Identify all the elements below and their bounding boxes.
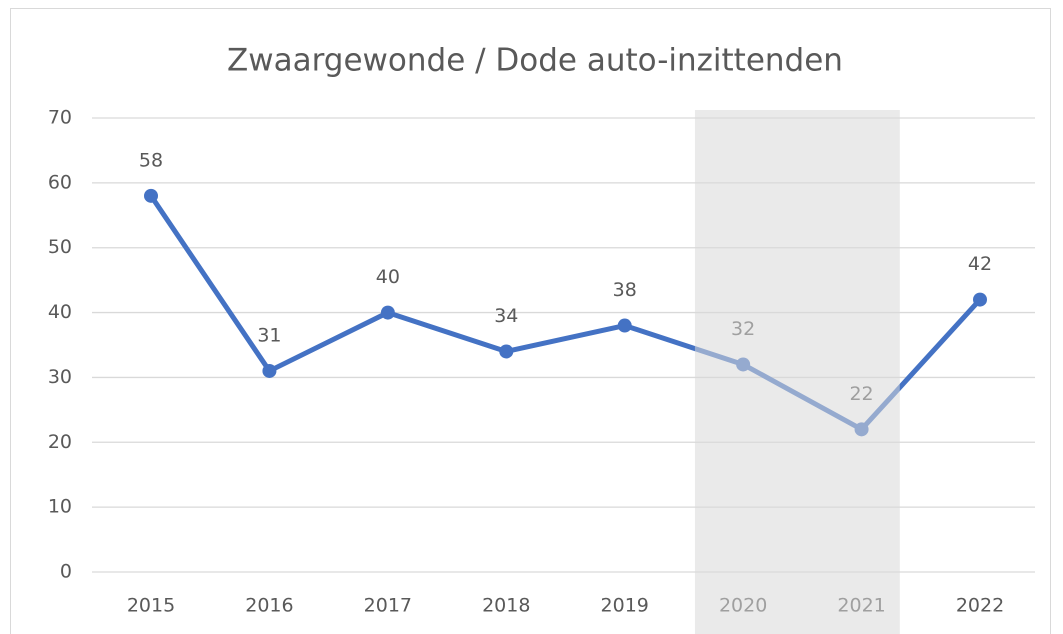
x-tick-label: 2015 <box>127 595 175 617</box>
y-tick-label: 10 <box>48 496 72 518</box>
y-tick-label: 70 <box>48 107 72 129</box>
y-tick-label: 0 <box>60 561 72 583</box>
data-label: 34 <box>494 305 518 327</box>
point <box>144 188 158 203</box>
y-tick-label: 50 <box>48 236 72 258</box>
chart-title: Zwaargewonde / Dode auto-inzittenden <box>227 43 843 79</box>
data-label: 38 <box>613 279 637 301</box>
x-tick-label: 2017 <box>364 595 412 617</box>
data-label: 31 <box>257 324 281 346</box>
y-tick-label: 40 <box>48 301 72 323</box>
point <box>499 344 514 359</box>
data-label: 40 <box>376 266 400 288</box>
point <box>380 305 395 320</box>
x-tick-label: 2016 <box>245 595 293 617</box>
point <box>262 363 277 378</box>
point <box>973 292 987 307</box>
data-label: 42 <box>968 253 992 275</box>
y-tick-label: 20 <box>48 431 72 453</box>
x-tick-label: 2019 <box>601 595 649 617</box>
x-tick-label: 2018 <box>482 595 530 617</box>
y-tick-label: 30 <box>48 366 72 388</box>
data-label: 58 <box>139 149 163 171</box>
point <box>617 318 632 333</box>
highlight-band <box>694 110 900 634</box>
y-tick-label: 60 <box>48 171 72 193</box>
x-tick-label: 2022 <box>956 595 1004 617</box>
